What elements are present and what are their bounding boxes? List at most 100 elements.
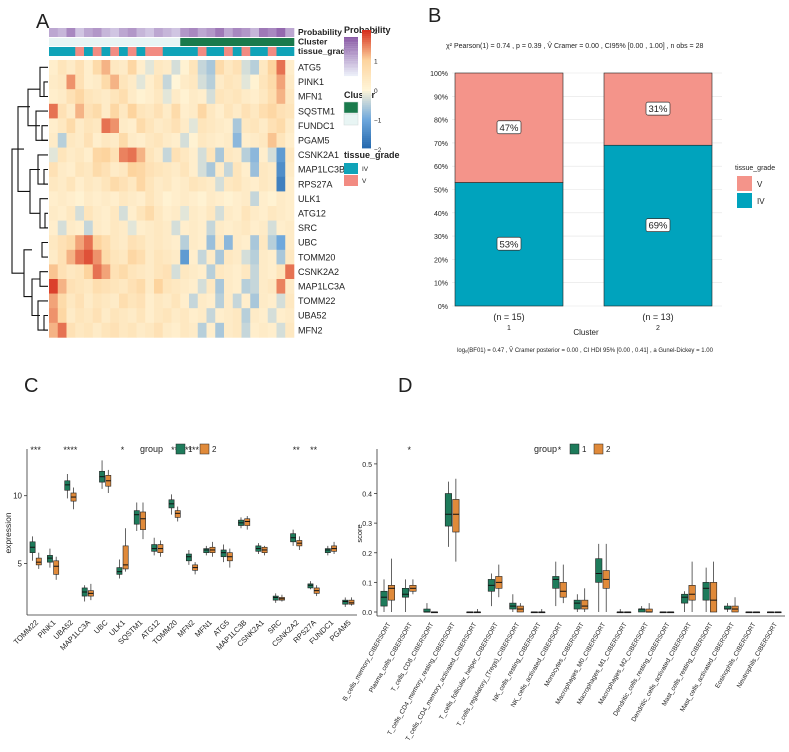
legend-probability-gradient [344, 68, 358, 70]
box-body [581, 599, 589, 610]
legend-probability-gradient [344, 44, 358, 47]
heatmap-cell [232, 322, 242, 338]
box-body [688, 585, 696, 601]
heatmap-row-label: TOMM22 [298, 296, 335, 306]
legend-probability-gradient [344, 46, 358, 48]
heatmap-grade-cell [127, 47, 137, 56]
bar-label-v: 47% [499, 123, 519, 134]
heatmap-cell [145, 308, 155, 324]
axis-y-tick-label: 0.0 [362, 610, 372, 617]
heatmap-cell [57, 74, 67, 90]
heatmap-cell [180, 308, 190, 324]
heatmap-cell [145, 118, 155, 134]
heatmap-cell [110, 220, 120, 236]
heatmap-cluster-cell [276, 38, 286, 46]
heatmap-cell [110, 249, 120, 265]
heatmap-cell [285, 162, 295, 178]
heatmap-cluster-cell [285, 38, 295, 46]
heatmap-cell [127, 74, 137, 90]
heatmap-cell [66, 249, 76, 265]
heatmap-cell [250, 118, 260, 134]
heatmap-cluster-cell [57, 38, 67, 46]
heatmap-cell [101, 249, 111, 265]
box-body [559, 582, 567, 598]
legend-cluster-swatch [343, 113, 359, 126]
legend-grade-swatch [344, 175, 358, 186]
heatmap-cell [119, 293, 129, 309]
heatmap-cell [66, 133, 76, 148]
heatmap-cluster-cell [66, 38, 76, 46]
heatmap-cell [154, 133, 164, 148]
heatmap-cell [154, 220, 164, 236]
heatmap-cell [180, 249, 190, 265]
heatmap-cell [75, 60, 85, 75]
heatmap-cell [259, 322, 269, 338]
heatmap-cell [189, 118, 199, 134]
heatmap-probability-cell [162, 28, 172, 37]
legend-probability-gradient [344, 43, 358, 45]
heatmap-cell [162, 220, 172, 236]
heatmap-cell [250, 322, 260, 338]
heatmap-cell [49, 162, 59, 178]
heatmap-cell [110, 191, 120, 207]
dendrogram-branch [43, 81, 48, 98]
colorbar-tick: 0 [374, 88, 378, 95]
heatmap-cell [119, 74, 129, 90]
box-body [174, 510, 181, 518]
heatmap-cell [215, 191, 225, 207]
heatmap-cell [84, 103, 94, 119]
heatmap-cell [197, 89, 207, 105]
heatmap-cell [154, 162, 164, 178]
box-body [710, 582, 718, 613]
heatmap-cell [241, 103, 251, 119]
heatmap-cell [189, 191, 199, 207]
legend-probability-gradient [344, 42, 358, 44]
heatmap-cell [136, 162, 146, 178]
heatmap-cell [171, 191, 181, 207]
heatmap-cell [101, 293, 111, 309]
heatmap-cell [75, 206, 85, 221]
heatmap-cell [241, 220, 251, 236]
heatmap-cell [250, 147, 260, 163]
heatmap-cell [119, 249, 129, 265]
legend-grade-label: V [362, 178, 367, 185]
colorbar-segment [362, 30, 371, 33]
category-label: 1 [507, 325, 511, 332]
colorbar-segment [362, 59, 371, 62]
heatmap-cell [215, 118, 225, 134]
heatmap-cell [136, 293, 146, 309]
heatmap-cell [250, 279, 260, 294]
heatmap-cell [162, 162, 172, 178]
heatmap-cell [49, 264, 59, 280]
heatmap-cell [92, 118, 102, 134]
heatmap-cluster-cell [92, 38, 102, 46]
heatmap-cell [267, 89, 277, 105]
heatmap-cell [267, 308, 277, 324]
heatmap-probability-cell [92, 28, 102, 37]
box-body [133, 510, 140, 525]
heatmap-cell [84, 89, 94, 105]
colorbar-segment [362, 33, 371, 37]
heatmap-cell [75, 162, 85, 178]
heatmap-cell [250, 220, 260, 236]
heatmap-cell [136, 118, 146, 134]
heatmap-cell [49, 206, 59, 221]
heatmap-cell [259, 147, 269, 163]
heatmap-cell [75, 249, 85, 265]
heatmap-cell [276, 235, 286, 251]
heatmap-cell [197, 308, 207, 324]
heatmap-cell [162, 308, 172, 324]
panel-label-A: A [36, 11, 50, 33]
legend-probability-gradient [344, 63, 358, 65]
heatmap-cell [84, 279, 94, 294]
group-legend-swatch [199, 443, 210, 455]
heatmap-cell [267, 74, 277, 90]
heatmap-cell [84, 322, 94, 338]
bar-label-box [645, 218, 671, 232]
heatmap-cell [171, 162, 181, 178]
heatmap-cell [171, 118, 181, 134]
heatmap-cell [145, 206, 155, 221]
significance-marker: * [121, 445, 125, 455]
heatmap-cell [127, 322, 137, 338]
heatmap-cell [276, 176, 286, 192]
